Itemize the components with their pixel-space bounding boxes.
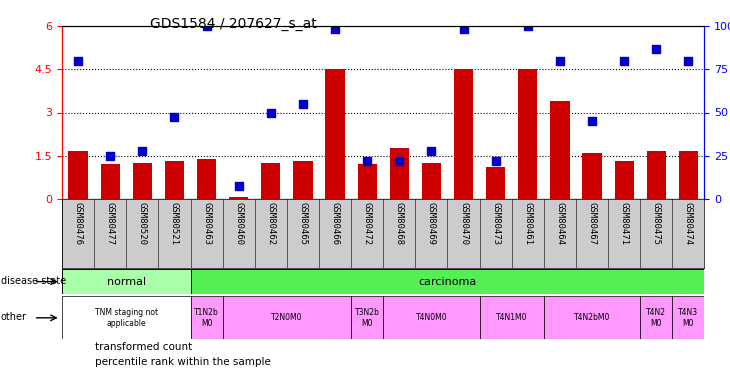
Text: GSM80460: GSM80460 [234, 202, 243, 245]
Text: T1N2b
M0: T1N2b M0 [194, 308, 219, 327]
Bar [229, 197, 248, 199]
Text: normal: normal [107, 277, 146, 286]
Text: GSM80472: GSM80472 [363, 202, 372, 245]
Text: GDS1584 / 207627_s_at: GDS1584 / 207627_s_at [150, 17, 316, 31]
Bar [640, 296, 672, 339]
Point [618, 58, 630, 64]
Text: GSM80470: GSM80470 [459, 202, 468, 245]
Point [169, 114, 180, 120]
Bar [69, 151, 88, 199]
Bar [326, 69, 345, 199]
Bar [191, 269, 704, 294]
Text: GSM80476: GSM80476 [74, 202, 82, 245]
Text: disease state: disease state [1, 276, 66, 286]
Text: T4N2bM0: T4N2bM0 [574, 314, 610, 322]
Text: carcinoma: carcinoma [418, 277, 477, 286]
Text: GSM80461: GSM80461 [523, 202, 532, 245]
Bar [647, 151, 666, 199]
Point [458, 26, 469, 32]
Point [137, 148, 148, 154]
Text: T3N2b
M0: T3N2b M0 [355, 308, 380, 327]
Bar [358, 164, 377, 199]
Bar [197, 159, 216, 199]
Point [490, 158, 502, 164]
Text: GSM80521: GSM80521 [170, 202, 179, 245]
Bar [101, 164, 120, 199]
Bar [62, 269, 191, 294]
Bar [679, 151, 698, 199]
Bar [293, 161, 312, 199]
Bar [615, 161, 634, 199]
Point [72, 58, 84, 64]
Bar [62, 296, 191, 339]
Bar [422, 163, 441, 199]
Text: transformed count: transformed count [95, 342, 192, 352]
Text: GSM80462: GSM80462 [266, 202, 275, 245]
Text: GSM80465: GSM80465 [299, 202, 307, 245]
Point [361, 158, 373, 164]
Point [329, 26, 341, 32]
Bar [672, 296, 704, 339]
Point [233, 183, 245, 189]
Text: T2N0M0: T2N0M0 [271, 314, 303, 322]
Text: T4N1M0: T4N1M0 [496, 314, 528, 322]
Bar [454, 69, 473, 199]
Text: GSM80469: GSM80469 [427, 202, 436, 245]
Text: T4N0M0: T4N0M0 [415, 314, 447, 322]
Bar [165, 161, 184, 199]
Text: GSM80467: GSM80467 [588, 202, 596, 245]
Bar [133, 163, 152, 199]
Bar [486, 167, 505, 199]
Text: GSM80473: GSM80473 [491, 202, 500, 245]
Text: TNM staging not
applicable: TNM staging not applicable [95, 308, 158, 327]
Bar [191, 296, 223, 339]
Text: T4N2
M0: T4N2 M0 [646, 308, 666, 327]
Point [426, 148, 437, 154]
Text: GSM80474: GSM80474 [684, 202, 693, 245]
Text: other: other [1, 312, 27, 322]
Bar [550, 101, 569, 199]
Text: GSM80520: GSM80520 [138, 202, 147, 245]
Bar [261, 163, 280, 199]
Bar [583, 153, 602, 199]
Text: GSM80468: GSM80468 [395, 202, 404, 245]
Text: GSM80477: GSM80477 [106, 202, 115, 245]
Text: percentile rank within the sample: percentile rank within the sample [95, 357, 271, 367]
Text: GSM80466: GSM80466 [331, 202, 339, 245]
Text: GSM80463: GSM80463 [202, 202, 211, 245]
Text: GSM80464: GSM80464 [556, 202, 564, 245]
Text: GSM80475: GSM80475 [652, 202, 661, 245]
Point [104, 153, 116, 159]
Bar [390, 148, 409, 199]
Text: GSM80471: GSM80471 [620, 202, 629, 245]
Point [265, 110, 277, 116]
Bar [383, 296, 480, 339]
Point [393, 158, 405, 164]
Point [522, 23, 534, 29]
Point [201, 23, 212, 29]
Point [297, 101, 309, 107]
Bar [518, 69, 537, 199]
Point [554, 58, 566, 64]
Text: T4N3
M0: T4N3 M0 [678, 308, 699, 327]
Point [650, 46, 662, 52]
Bar [480, 296, 544, 339]
Bar [223, 296, 351, 339]
Bar [544, 296, 640, 339]
Bar [351, 296, 383, 339]
Point [683, 58, 694, 64]
Point [586, 118, 598, 124]
